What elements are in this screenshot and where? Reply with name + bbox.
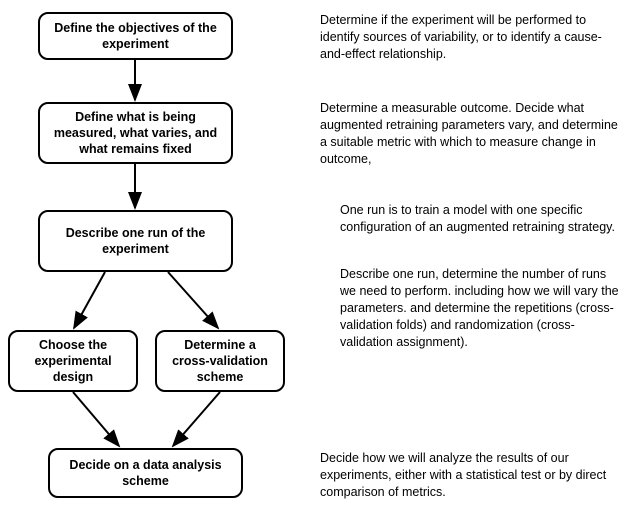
node-label: Determine a cross-validation scheme bbox=[167, 337, 273, 386]
node-describe-run: Describe one run of the experiment bbox=[38, 210, 233, 272]
node-define-objectives: Define the objectives of the experiment bbox=[38, 12, 233, 60]
node-label: Define the objectives of the experiment bbox=[50, 20, 221, 53]
edge-n4-n6 bbox=[73, 392, 119, 446]
edge-n3-n4 bbox=[74, 272, 105, 328]
desc-describe-run-a: One run is to train a model with one spe… bbox=[340, 202, 625, 236]
desc-define-objectives: Determine if the experiment will be perf… bbox=[320, 12, 620, 63]
node-label: Describe one run of the experiment bbox=[50, 225, 221, 258]
node-label: Choose the experimental design bbox=[20, 337, 126, 386]
edge-n5-n6 bbox=[173, 392, 220, 446]
desc-define-measured: Determine a measurable outcome. Decide w… bbox=[320, 100, 620, 168]
desc-data-analysis: Decide how we will analyze the results o… bbox=[320, 450, 620, 501]
node-data-analysis: Decide on a data analysis scheme bbox=[48, 448, 243, 498]
node-cross-validation: Determine a cross-validation scheme bbox=[155, 330, 285, 392]
desc-describe-run-b: Describe one run, determine the number o… bbox=[340, 266, 625, 350]
edge-n3-n5 bbox=[168, 272, 218, 328]
node-define-measured: Define what is being measured, what vari… bbox=[38, 102, 233, 164]
node-choose-design: Choose the experimental design bbox=[8, 330, 138, 392]
node-label: Decide on a data analysis scheme bbox=[60, 457, 231, 490]
node-label: Define what is being measured, what vari… bbox=[50, 109, 221, 158]
